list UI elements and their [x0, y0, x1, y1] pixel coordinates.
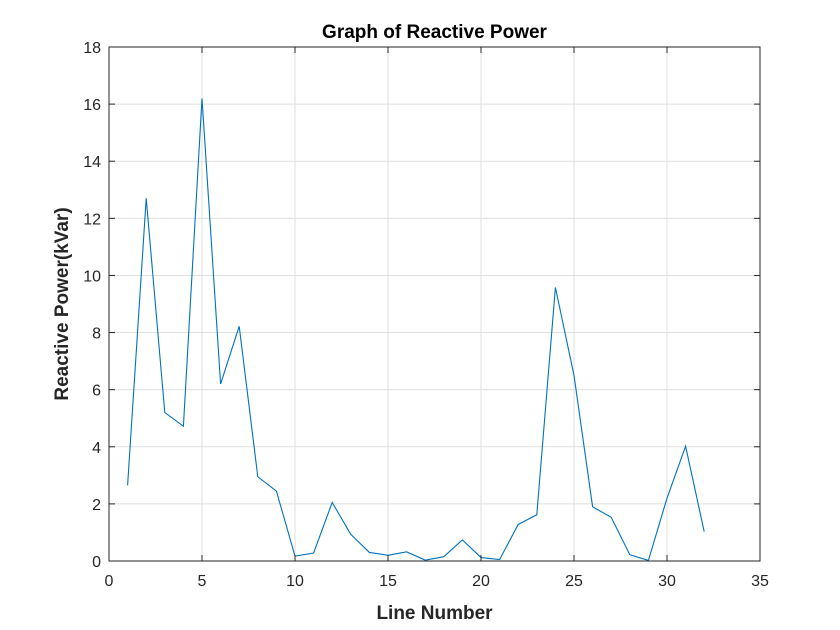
x-tick-label: 25 [565, 573, 583, 590]
y-tick-label: 16 [83, 97, 101, 114]
x-tick-labels: 0 5 10 15 20 25 30 35 [105, 573, 769, 590]
y-tick-label: 2 [92, 497, 101, 514]
axis-ticks [108, 46, 761, 562]
y-tick-labels: 0 2 4 6 8 10 12 14 16 18 [83, 40, 101, 571]
x-tick-label: 35 [751, 573, 769, 590]
y-tick-label: 8 [92, 326, 101, 343]
y-tick-label: 10 [83, 268, 101, 285]
series-group [127, 98, 705, 562]
plot-area [109, 47, 760, 561]
y-axis-label: Reactive Power(kVar) [52, 207, 73, 400]
y-tick-label: 14 [83, 154, 101, 171]
y-tick-label: 12 [83, 211, 101, 228]
y-tick-label: 4 [92, 440, 101, 457]
x-tick-label: 0 [105, 573, 114, 590]
y-tick-label: 6 [92, 383, 101, 400]
x-axis-label: Line Number [376, 603, 493, 624]
x-tick-label: 5 [198, 573, 207, 590]
plot-frame [108, 46, 761, 562]
x-tick-label: 15 [379, 573, 397, 590]
series-line [127, 98, 705, 562]
x-tick-label: 10 [286, 573, 304, 590]
y-tick-label: 18 [83, 40, 101, 57]
y-tick-label: 0 [92, 554, 101, 571]
grid-lines [109, 47, 760, 561]
x-tick-label: 20 [472, 573, 490, 590]
chart-title: Graph of Reactive Power [322, 22, 548, 43]
x-tick-label: 30 [658, 573, 676, 590]
